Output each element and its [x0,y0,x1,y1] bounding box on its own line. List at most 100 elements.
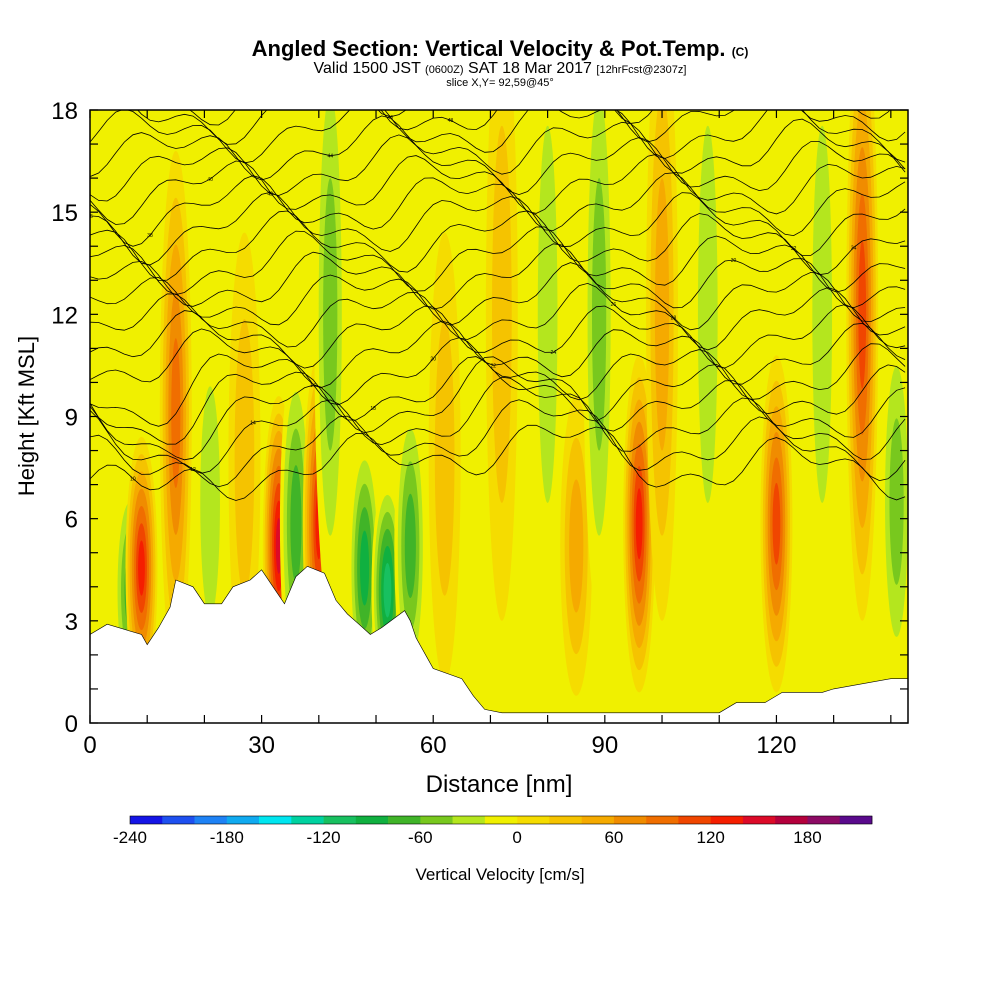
colorbar-swatch [355,816,389,824]
x-tick-label: 0 [83,732,96,759]
theta-contour [90,320,906,388]
colorbar-swatch [646,816,679,824]
colorbar-swatch [194,816,228,824]
theta-contour-label: 26 [611,302,617,308]
theta-contour [90,243,906,310]
y-tick-label: 18 [51,98,78,125]
x-axis-label: Distance [nm] [426,771,573,798]
theta-contour-label: 48 [448,118,454,124]
theta-contour-label: 36 [87,214,93,220]
theta-contour [90,110,906,164]
colorbar: -240 -180 -120 -60 0 60 120 180 [113,815,873,847]
theta-contour-label: 34 [851,245,857,251]
colorbar-swatch [517,816,550,824]
chart-subtitle: Valid 1500 JST (0600Z) SAT 18 Mar 2017 [… [313,60,687,77]
y-tick-label: 12 [51,302,78,329]
vv-column [531,110,564,621]
vv-shade [591,178,607,451]
colorbar-swatch [484,816,518,824]
colorbar-label: Vertical Velocity [cm/s] [415,865,584,884]
theta-contour [90,115,906,181]
theta-contour [90,226,906,296]
x-tick-label: 30 [248,732,275,759]
terrain-mask [90,565,908,723]
theta-contour-label: 42 [267,192,273,198]
colorbar-frame [129,815,873,825]
y-axis-label: Height [Kft MSL] [14,336,39,496]
vv-shade [323,178,338,451]
vv-shade [492,125,512,503]
theta-contour-label: 14 [250,420,256,426]
vv-column [691,110,724,621]
theta-contour [90,304,906,369]
colorbar-swatch [742,816,776,824]
vv-column [228,232,261,683]
vv-shade [889,418,904,585]
slice-label: slice X,Y= 92,59@45° [446,77,554,89]
vv-shade [360,530,370,606]
colorbar-swatch [775,816,808,824]
vv-column [194,314,227,689]
theta-contour-label: 30 [731,258,737,264]
theta-contour [90,191,906,266]
theta-contour [137,110,906,145]
colorbar-swatch [807,816,841,824]
colorbar-swatch [710,816,744,824]
colorbar-swatch [162,816,195,824]
theta-contour [90,376,906,474]
theta-contour [90,210,906,281]
theta-contour-label: 22 [490,363,496,369]
vv-column [583,110,616,621]
colorbar-tick-label: -120 [307,828,341,847]
colorbar-tick-label: -240 [113,828,147,847]
vv-column [485,110,518,621]
vv-shade [569,479,584,613]
colorbar-tick-label: -60 [408,828,433,847]
vv-column [314,110,347,621]
vv-shade [200,386,220,617]
colorbar-swatch [130,816,163,824]
vv-column [806,110,839,621]
theta-contour-label: 18 [370,406,376,412]
vv-column [428,232,461,683]
y-tick-label: 9 [65,405,78,432]
theta-contour [90,337,906,427]
theta-contour-label: 16 [310,383,316,389]
y-tick-label: 6 [65,507,78,534]
colorbar-tick-label: 120 [697,828,725,847]
vv-shade [537,125,558,503]
y-tick-label: 0 [65,711,78,738]
theta-contour [90,172,906,247]
chart-title: Angled Section: Vertical Velocity & Pot.… [251,36,749,61]
theta-contour-label: 28 [671,315,677,321]
theta-contour [189,110,891,126]
colorbar-swatch [226,816,260,824]
colorbar-swatch [323,816,357,824]
colorbar-swatch [549,816,582,824]
colorbar-swatch [291,816,324,824]
colorbar-swatch [613,816,647,824]
vv-shade [635,488,643,560]
theta-contour [90,262,906,331]
colorbar-swatch [581,816,615,824]
theta-contour [90,282,906,351]
theta-contour-label: 46 [388,115,394,121]
colorbar-tick-label: 180 [793,828,821,847]
vv-shade [404,493,416,599]
vv-shade [812,125,833,503]
vv-shade [138,540,145,596]
vv-shade [772,482,781,565]
theta-contour [90,356,906,461]
theta-contour-label: 40 [207,177,213,183]
vv-column [880,314,908,689]
x-tick-label: 60 [420,732,447,759]
theta-contour-label: 24 [551,350,557,356]
y-tick-label: 3 [65,609,78,636]
colorbar-tick-label: 0 [512,828,521,847]
colorbar-swatch [839,816,873,824]
theta-contour-label: 10 [130,476,136,482]
colorbar-swatch [452,816,486,824]
